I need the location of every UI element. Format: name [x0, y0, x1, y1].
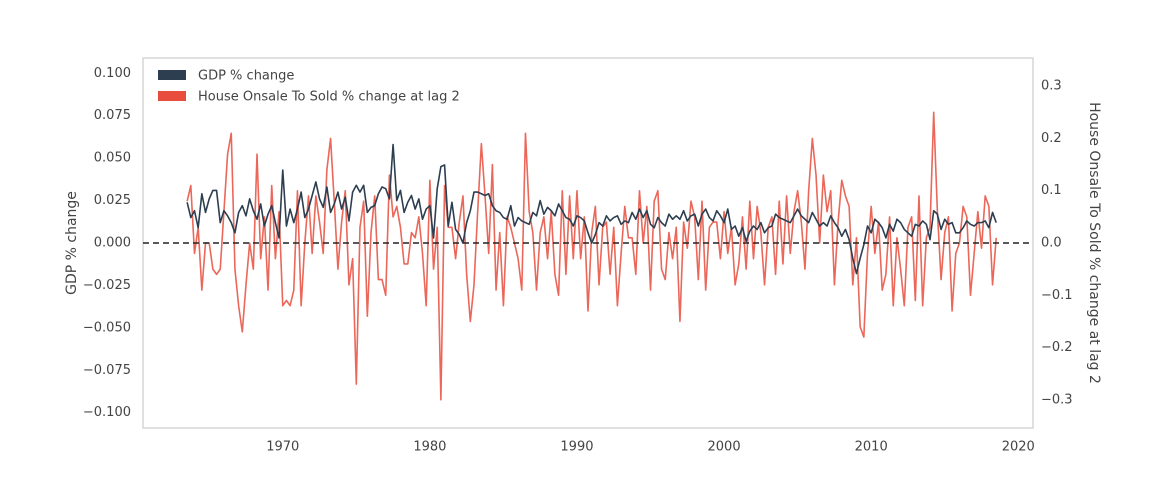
y-tick-label: 0.075: [94, 108, 131, 123]
y-axis-title: GDP % change: [64, 191, 80, 295]
legend-swatch: [158, 91, 186, 101]
x-tick-label: 1970: [266, 440, 299, 455]
y2-axis-title: House Onsale To Sold % change at lag 2: [1086, 102, 1102, 384]
y2-tick-label: 0.2: [1041, 131, 1062, 146]
y-tick-label: −0.100: [83, 405, 131, 420]
y-tick-label: 0.050: [94, 151, 131, 166]
x-tick-label: 2000: [708, 440, 741, 455]
x-tick-label: 1990: [560, 440, 593, 455]
y2-tick-label: 0.0: [1041, 236, 1062, 251]
legend-swatch: [158, 70, 186, 80]
y2-tick-label: −0.3: [1041, 392, 1073, 407]
x-tick-label: 1980: [413, 440, 446, 455]
y-tick-label: 0.000: [94, 236, 131, 251]
x-tick-label: 2020: [1002, 440, 1035, 455]
x-tick-label: 2010: [855, 440, 888, 455]
y-tick-label: −0.075: [83, 363, 131, 378]
y2-tick-label: −0.2: [1041, 340, 1073, 355]
y2-tick-label: 0.1: [1041, 183, 1062, 198]
y-tick-label: −0.025: [83, 278, 131, 293]
legend-label: GDP % change: [198, 69, 294, 84]
legend-label: House Onsale To Sold % change at lag 2: [198, 90, 460, 105]
y-tick-label: −0.050: [83, 320, 131, 335]
y-tick-label: 0.025: [94, 193, 131, 208]
series-line: [186, 143, 997, 275]
y2-tick-label: −0.1: [1041, 288, 1073, 303]
y2-tick-label: 0.3: [1041, 79, 1062, 94]
y-tick-label: 0.100: [94, 66, 131, 81]
series-line: [186, 111, 998, 401]
